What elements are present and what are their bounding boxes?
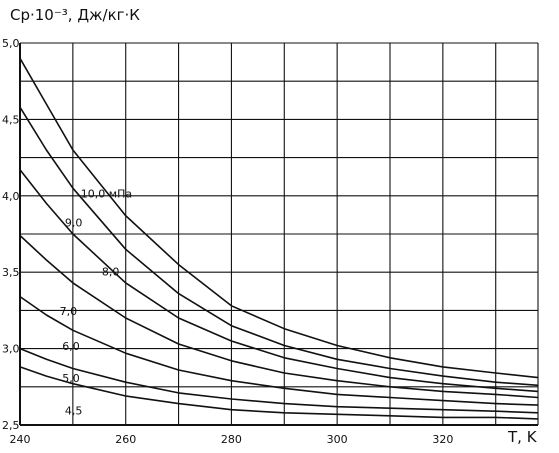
series-line-8 <box>19 169 539 393</box>
series-line-10mpa <box>19 57 539 379</box>
series-lines <box>19 57 539 420</box>
x-tick-label: 240 <box>10 433 31 446</box>
x-tick-label: 320 <box>432 433 453 446</box>
x-tick-label: 280 <box>221 433 242 446</box>
y-tick-label: 2,5 <box>2 419 20 432</box>
series-label: 5,0 <box>62 372 80 385</box>
series-line-6 <box>19 295 539 406</box>
tick-labels: 2,5 3,0 3,5 4,0 4,5 5,0 240 260 280 300 320 <box>2 37 453 446</box>
series-line-7 <box>19 234 539 399</box>
series-label: 6,0 <box>62 340 80 353</box>
series-label: 7,0 <box>60 305 77 318</box>
series-label: 9,0 <box>65 216 83 229</box>
y-tick-label: 3,0 <box>2 343 20 356</box>
y-tick-label: 4,5 <box>2 113 20 126</box>
series-label: 10,0 мПа <box>81 187 132 200</box>
x-axis-label: T, K <box>508 428 537 446</box>
series-line-4-5 <box>19 366 539 420</box>
x-tick-label: 260 <box>115 433 136 446</box>
series-label: 4,5 <box>65 404 83 417</box>
grid <box>19 42 539 426</box>
y-tick-label: 5,0 <box>2 37 20 50</box>
y-tick-label: 4,0 <box>2 190 20 203</box>
series-label: 8,0 <box>102 265 120 278</box>
series-labels: 10,0 мПа 9,0 8,0 7,0 6,0 5,0 4,5 <box>60 187 132 417</box>
x-tick-label: 300 <box>327 433 348 446</box>
y-tick-label: 3,5 <box>2 266 20 279</box>
series-line-9 <box>19 106 539 387</box>
series-line-5 <box>19 347 539 414</box>
y-axis-label: Cp·10⁻³, Дж/кг·К <box>10 6 140 24</box>
